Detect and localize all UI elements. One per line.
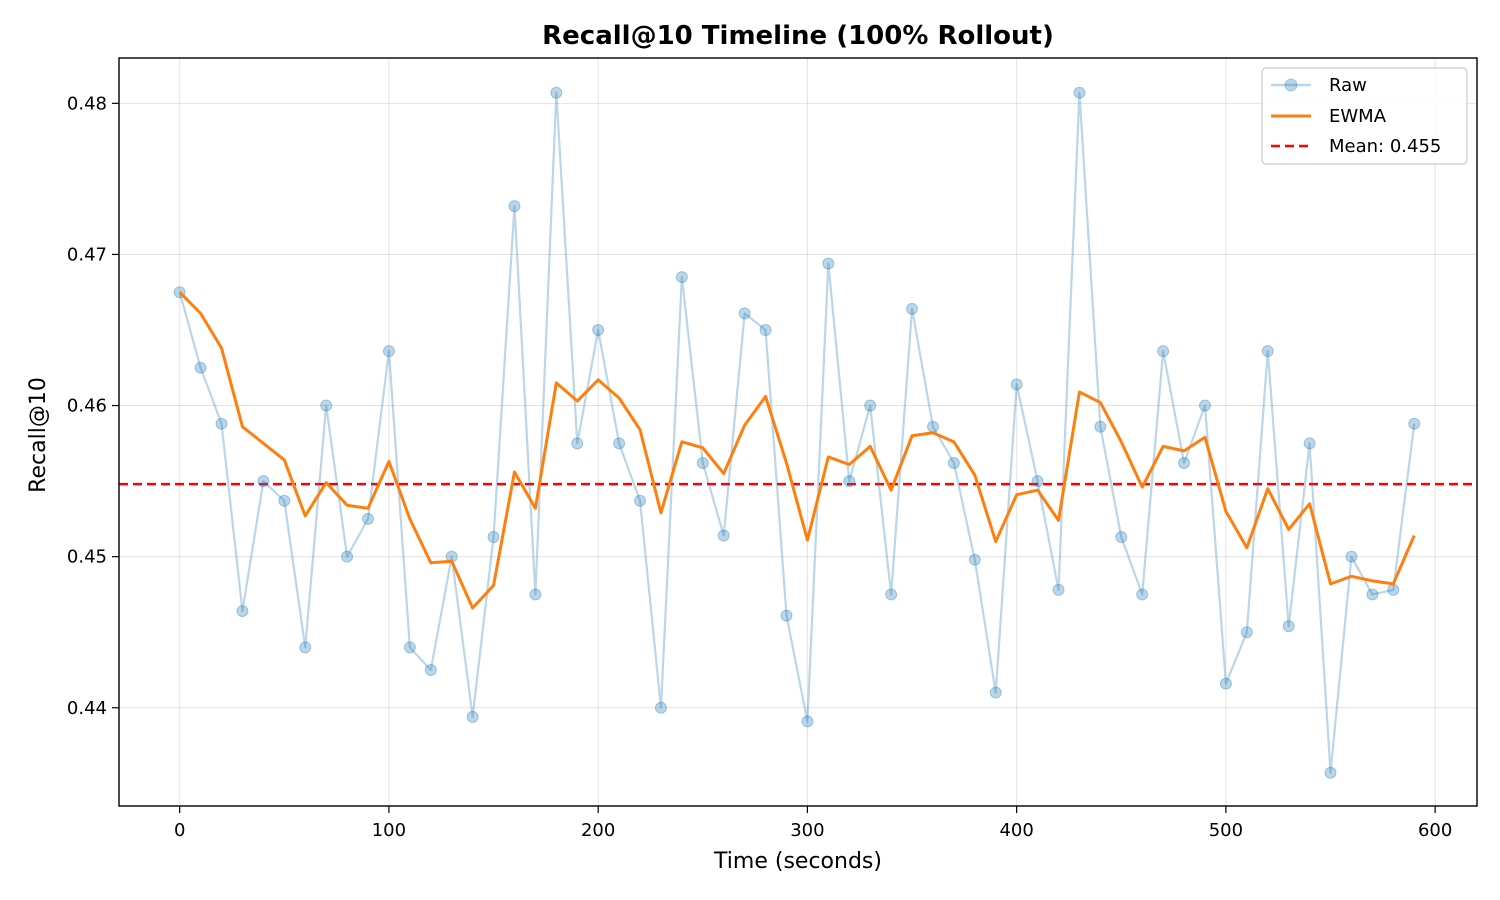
- x-axis-label: Time (seconds): [713, 849, 882, 874]
- raw-data-point: [906, 302, 919, 315]
- raw-data-point: [634, 494, 647, 507]
- raw-data-point: [1136, 588, 1149, 601]
- raw-data-point: [529, 588, 542, 601]
- ewma-series-line: [178, 291, 1416, 610]
- raw-data-point: [1115, 531, 1128, 544]
- raw-data-point: [1073, 86, 1086, 99]
- raw-data-point: [1303, 437, 1316, 450]
- raw-data-point: [1282, 620, 1295, 633]
- legend-raw-marker: [1284, 78, 1298, 92]
- raw-data-point: [1198, 399, 1211, 412]
- raw-data-point: [550, 86, 563, 99]
- plot-area-frame: [118, 57, 1478, 807]
- x-tick-label: 100: [372, 820, 406, 841]
- raw-data-point: [968, 553, 981, 566]
- legend-box: [1261, 67, 1468, 165]
- raw-data-point: [759, 324, 772, 336]
- raw-data-point: [1178, 456, 1191, 469]
- raw-data-point: [1324, 766, 1337, 779]
- raw-data-point: [1094, 420, 1107, 433]
- raw-data-point: [236, 605, 249, 618]
- legend-mean-label: Mean: 0.455: [1329, 136, 1441, 157]
- raw-data-point: [1157, 345, 1170, 358]
- raw-data-point: [926, 420, 939, 433]
- raw-data-point: [843, 475, 856, 488]
- ewma-series: [178, 291, 1416, 610]
- raw-data-point: [466, 710, 479, 723]
- y-tick-label: 0.48: [67, 93, 107, 114]
- y-tick-label: 0.47: [67, 244, 107, 265]
- legend-ewma-label: EWMA: [1329, 106, 1387, 127]
- raw-data-point: [989, 686, 1002, 699]
- raw-data-point: [1366, 588, 1379, 601]
- x-tick-label: 400: [999, 820, 1033, 841]
- raw-data-point: [592, 324, 605, 336]
- raw-data-point: [1387, 583, 1400, 596]
- raw-data-point: [696, 456, 709, 469]
- x-axis-ticks: 0 100 200 300 400 500 600: [174, 806, 1452, 841]
- y-axis-ticks: 0.44 0.45 0.46 0.47 0.48: [67, 93, 119, 719]
- raw-data-point: [1219, 677, 1232, 690]
- raw-data-point: [1345, 550, 1358, 563]
- raw-data-point: [341, 550, 354, 563]
- grid: [119, 58, 1477, 806]
- raw-data-point: [1052, 583, 1065, 596]
- raw-data-point: [487, 531, 500, 544]
- legend: Raw EWMA Mean: 0.455: [1261, 67, 1468, 165]
- x-tick-label: 600: [1418, 820, 1452, 841]
- raw-data-point: [278, 494, 291, 507]
- raw-data-point: [675, 271, 688, 284]
- raw-data-point: [780, 609, 793, 622]
- raw-data-point: [1408, 417, 1421, 430]
- y-tick-label: 0.45: [67, 547, 107, 568]
- raw-data-point: [299, 641, 312, 654]
- x-tick-label: 200: [581, 820, 615, 841]
- x-tick-label: 500: [1209, 820, 1243, 841]
- raw-data-point: [403, 641, 416, 654]
- raw-data-point: [864, 399, 877, 412]
- raw-data-point: [947, 456, 960, 469]
- raw-data-point: [424, 664, 437, 676]
- raw-data-point: [1010, 378, 1023, 391]
- raw-data-point: [654, 701, 667, 714]
- raw-data-point: [194, 361, 207, 374]
- raw-data-point: [320, 399, 333, 412]
- raw-data-point: [1031, 475, 1044, 488]
- legend-raw-label: Raw: [1329, 75, 1367, 96]
- raw-data-point: [362, 512, 375, 525]
- raw-data-point: [717, 529, 730, 542]
- y-axis-label: Recall@10: [26, 377, 51, 493]
- raw-data-point: [1240, 626, 1253, 639]
- y-tick-label: 0.44: [67, 698, 107, 719]
- x-tick-label: 0: [174, 820, 185, 841]
- raw-data-point: [801, 715, 814, 728]
- raw-data-point: [508, 200, 521, 213]
- y-tick-label: 0.46: [67, 396, 107, 417]
- raw-data-point: [1261, 345, 1274, 358]
- raw-data-point: [885, 588, 898, 601]
- raw-data-point: [257, 475, 270, 488]
- raw-data-point: [613, 437, 626, 450]
- raw-data-point: [215, 417, 228, 430]
- chart-title: Recall@10 Timeline (100% Rollout): [542, 21, 1054, 51]
- raw-data-point: [571, 437, 584, 450]
- raw-data-point: [822, 257, 835, 270]
- raw-data-point: [738, 307, 751, 320]
- raw-data-point: [382, 345, 395, 358]
- x-tick-label: 300: [790, 820, 824, 841]
